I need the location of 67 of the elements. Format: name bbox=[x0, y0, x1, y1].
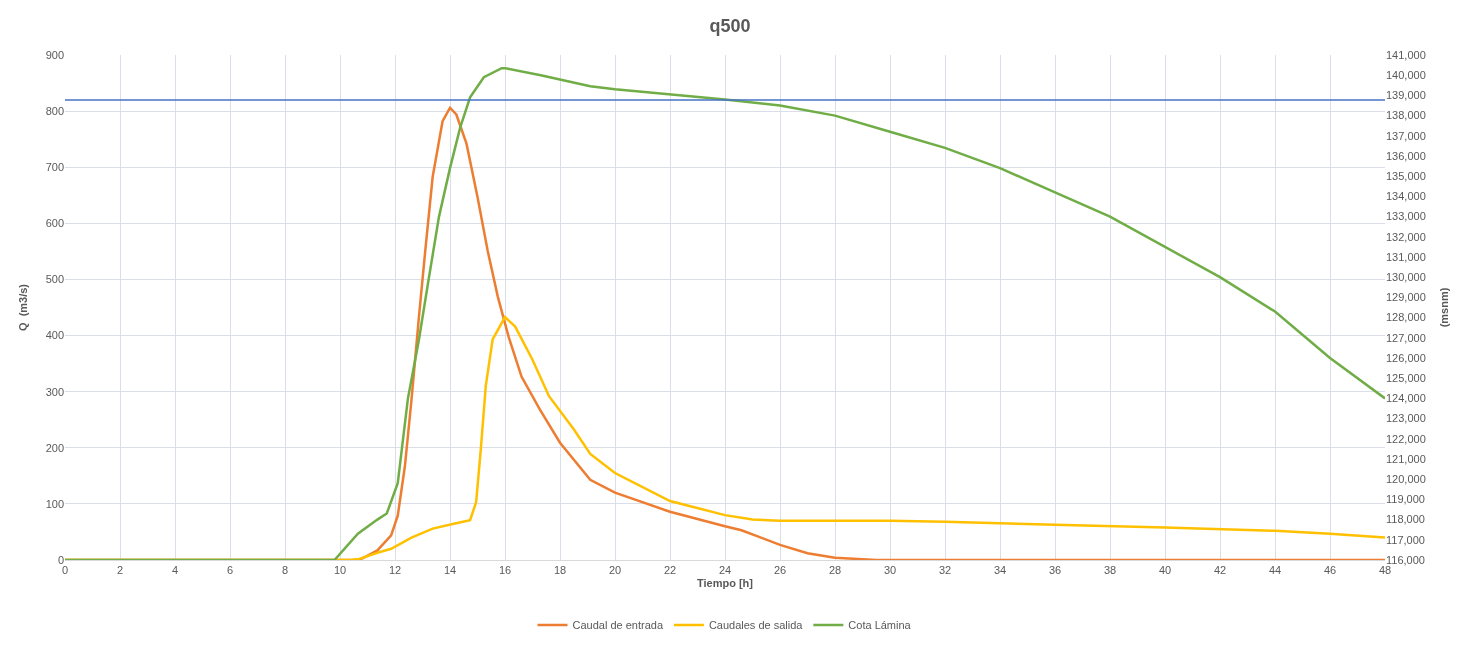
x-tick-label: 20 bbox=[608, 564, 622, 577]
x-tick-label: 34 bbox=[993, 564, 1007, 577]
x-tick-label: 36 bbox=[1048, 564, 1062, 577]
x-tick-label: 28 bbox=[828, 564, 842, 577]
x-tick-label: 4 bbox=[171, 564, 179, 577]
y2-tick-label: 134,000 bbox=[1386, 190, 1426, 203]
y-tick-label: 100 bbox=[45, 497, 64, 510]
y2-tick-label: 133,000 bbox=[1386, 210, 1426, 223]
y2-tick-label: 128,000 bbox=[1386, 311, 1426, 324]
legend-label: Cota Lámina bbox=[848, 619, 912, 632]
chart-title: q500 bbox=[709, 16, 751, 37]
legend-label: Caudal de entrada bbox=[572, 619, 664, 632]
y-tick-label: 0 bbox=[57, 553, 64, 566]
x-tick-label: 10 bbox=[333, 564, 347, 577]
x-tick-label: 2 bbox=[116, 564, 124, 577]
x-tick-label: 30 bbox=[883, 564, 897, 577]
legend-label: Caudales de salida bbox=[708, 619, 804, 632]
y2-tick-label: 141,000 bbox=[1386, 48, 1426, 61]
y2-tick-label: 130,000 bbox=[1386, 271, 1426, 284]
y2-tick-label: 124,000 bbox=[1386, 392, 1426, 405]
y2-tick-label: 118,000 bbox=[1386, 513, 1425, 526]
y2-tick-label: 126,000 bbox=[1386, 351, 1426, 364]
y2-tick-label: 116,000 bbox=[1386, 553, 1425, 566]
x-tick-label: 46 bbox=[1323, 564, 1337, 577]
y2-tick-label: 119,000 bbox=[1386, 493, 1425, 506]
y-tick-label: 500 bbox=[45, 273, 64, 286]
y-axis-title: Q (m3/s) bbox=[17, 283, 30, 332]
y2-tick-label: 135,000 bbox=[1386, 170, 1426, 183]
x-tick-label: 6 bbox=[226, 564, 234, 577]
x-tick-label: 40 bbox=[1158, 564, 1172, 577]
y2-tick-label: 140,000 bbox=[1386, 69, 1426, 82]
x-tick-label: 18 bbox=[553, 564, 567, 577]
y2-axis-title: (msnm) bbox=[1437, 287, 1450, 328]
y2-tick-label: 131,000 bbox=[1386, 250, 1426, 263]
y2-tick-label: 123,000 bbox=[1386, 412, 1426, 425]
y-tick-label: 900 bbox=[45, 48, 64, 61]
y-tick-label: 800 bbox=[45, 104, 64, 117]
x-axis-title: Tiempo [h] bbox=[696, 577, 754, 590]
y2-tick-label: 137,000 bbox=[1386, 129, 1426, 142]
x-tick-label: 14 bbox=[443, 564, 457, 577]
x-tick-label: 42 bbox=[1213, 564, 1227, 577]
x-tick-label: 26 bbox=[773, 564, 787, 577]
y2-tick-label: 127,000 bbox=[1386, 331, 1426, 344]
x-tick-label: 8 bbox=[281, 564, 289, 577]
x-tick-label: 12 bbox=[388, 564, 402, 577]
y2-tick-label: 120,000 bbox=[1386, 473, 1426, 486]
y2-tick-label: 125,000 bbox=[1386, 372, 1426, 385]
y2-tick-label: 122,000 bbox=[1386, 432, 1426, 445]
y-tick-label: 700 bbox=[45, 161, 64, 174]
x-tick-label: 32 bbox=[938, 564, 952, 577]
x-tick-label: 48 bbox=[1378, 564, 1392, 577]
y-tick-label: 400 bbox=[45, 329, 64, 342]
y2-tick-label: 129,000 bbox=[1386, 291, 1426, 304]
y-tick-label: 600 bbox=[45, 217, 64, 230]
y2-tick-label: 136,000 bbox=[1386, 149, 1426, 162]
x-tick-label: 22 bbox=[663, 564, 677, 577]
y2-tick-label: 121,000 bbox=[1386, 452, 1426, 465]
y2-tick-label: 139,000 bbox=[1386, 89, 1426, 102]
y-tick-label: 200 bbox=[45, 441, 64, 454]
x-tick-label: 38 bbox=[1103, 564, 1117, 577]
x-tick-label: 44 bbox=[1268, 564, 1282, 577]
x-tick-label: 16 bbox=[498, 564, 512, 577]
x-tick-label: 24 bbox=[718, 564, 732, 577]
y2-tick-label: 117,000 bbox=[1386, 533, 1425, 546]
y-tick-label: 300 bbox=[45, 385, 64, 398]
y2-tick-label: 138,000 bbox=[1386, 109, 1426, 122]
y2-tick-label: 132,000 bbox=[1386, 230, 1426, 243]
